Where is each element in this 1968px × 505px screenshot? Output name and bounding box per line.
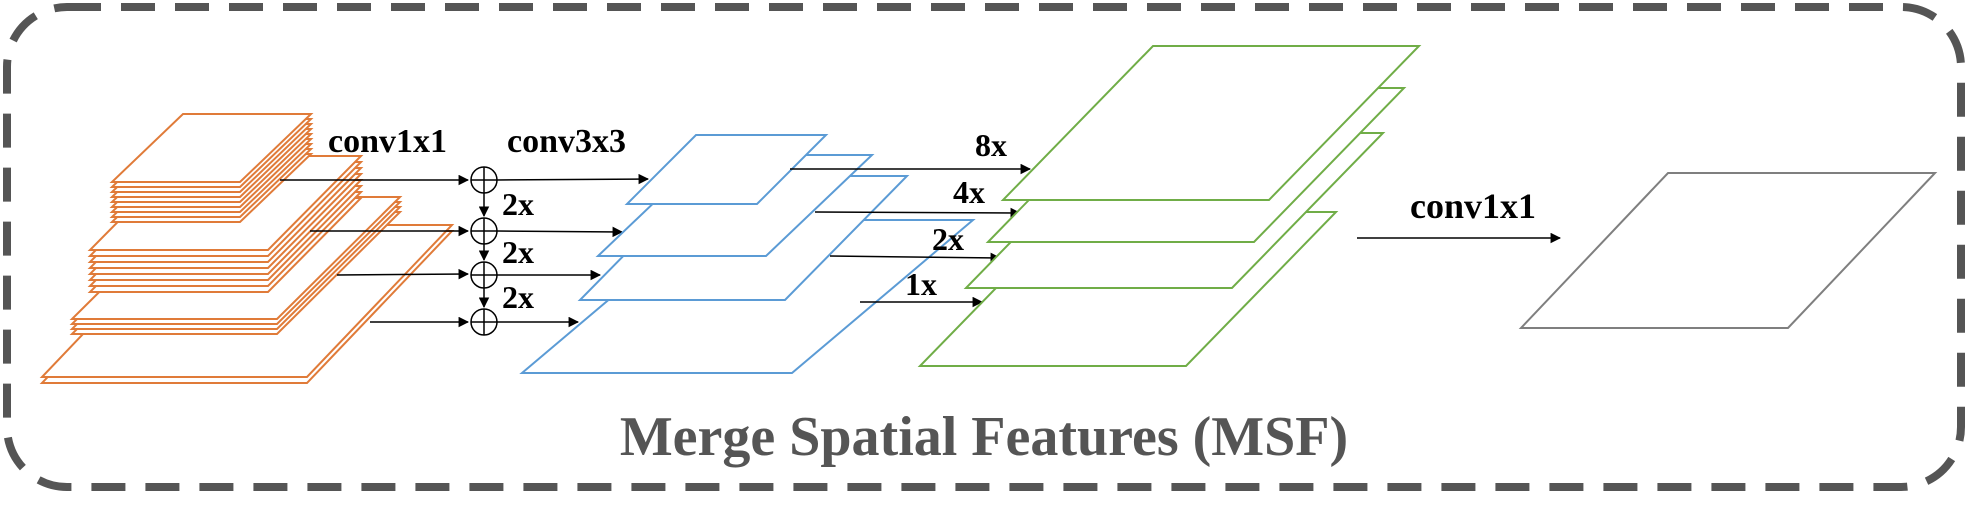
upsampled-feature-1 [1000, 45, 1422, 201]
label-upsample-c: 2x [502, 279, 534, 315]
input-stack-level-1 [109, 113, 314, 223]
label-conv3x3: conv3x3 [507, 123, 626, 160]
label-conv1x1-left: conv1x1 [328, 123, 447, 160]
label-scale-4x: 4x [953, 174, 985, 210]
label-upsample-b: 2x [502, 234, 534, 270]
circle-plus-icon [470, 217, 498, 245]
dashed-border [3, 3, 1965, 491]
upsample-scale-arrows [790, 163, 1032, 308]
output-map [1518, 172, 1938, 329]
diagram-title: Merge Spatial Features (MSF) [620, 406, 1348, 468]
label-upsample-a: 2x [502, 186, 534, 222]
conv3x3-arrows [496, 173, 650, 328]
conv-feature-1 [624, 134, 829, 205]
label-scale-1x: 1x [905, 266, 937, 302]
label-conv1x1-right: conv1x1 [1410, 186, 1536, 226]
conv-feature-stack [519, 134, 976, 374]
label-scale-2x: 2x [932, 221, 964, 257]
label-scale-8x: 8x [975, 127, 1007, 163]
lateral-arrows [280, 174, 470, 328]
input-feature-stack [39, 113, 455, 384]
upsampled-feature-stack [917, 45, 1422, 367]
circle-plus-icon [470, 261, 498, 289]
circle-plus-icon [470, 308, 498, 336]
circle-plus-icon [470, 166, 498, 194]
add-nodes [470, 166, 498, 336]
